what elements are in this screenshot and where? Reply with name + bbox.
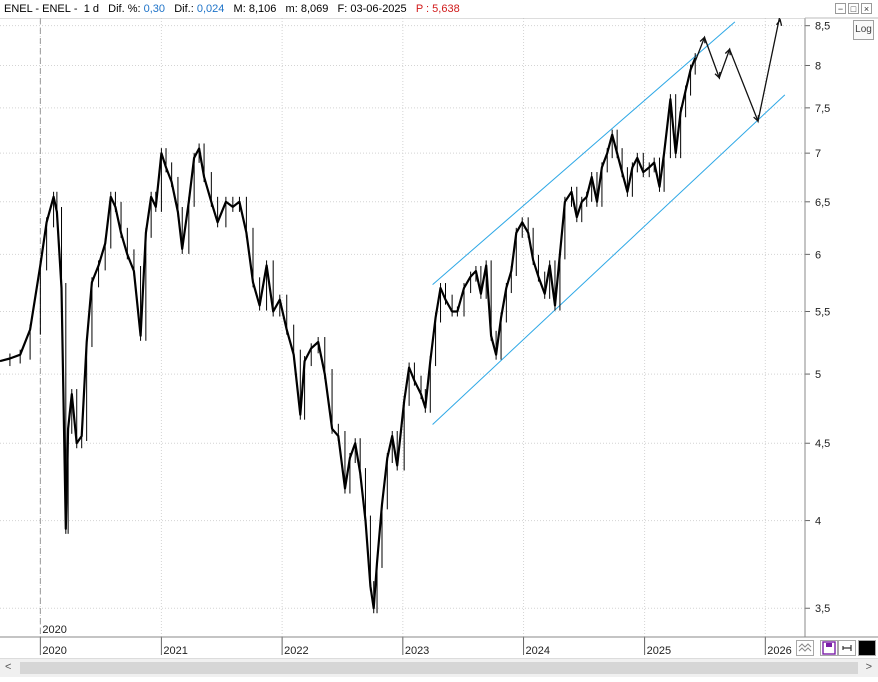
x-tick-label: 2025 (647, 645, 671, 657)
restore-icon[interactable]: □ (848, 3, 859, 14)
y-tick-label: 5 (815, 369, 821, 381)
y-tick-label: 6,5 (815, 197, 830, 209)
color-swatch-icon[interactable] (858, 640, 876, 656)
y-tick-label: 4,5 (815, 438, 830, 450)
scroll-left-icon[interactable]: < (5, 661, 12, 673)
dif-value: 0,024 (196, 3, 225, 15)
x-tick-label: 2021 (163, 645, 187, 657)
period-label: 2020 (42, 624, 66, 636)
y-tick-label: 6 (815, 249, 821, 261)
interval-label: 1 d (83, 3, 99, 15)
y-tick-label: 4 (815, 516, 821, 528)
projection-path (694, 14, 781, 124)
horizontal-scrollbar[interactable]: < > (0, 658, 878, 677)
close-icon[interactable]: × (861, 3, 872, 14)
scroll-right-icon[interactable]: > (865, 661, 872, 673)
projection-arrowhead (699, 35, 706, 44)
channel-lower (432, 94, 786, 425)
y-tick-label: 8 (815, 60, 821, 72)
x-tick-label: 2020 (42, 645, 66, 657)
projection-arrowhead (714, 71, 721, 80)
window-buttons: − □ × (835, 3, 872, 14)
projection-arrowhead (775, 18, 783, 26)
x-tick-label: 2022 (284, 645, 308, 657)
price-value: 5,638 (432, 3, 460, 15)
pin-icon[interactable] (838, 640, 856, 656)
date-label: F: (337, 3, 348, 15)
date-value: 03-06-2025 (350, 3, 407, 15)
wave-tool-icon[interactable] (796, 640, 814, 656)
y-tick-label: 7 (815, 148, 821, 160)
scrollbar-thumb[interactable] (20, 662, 858, 674)
y-tick-label: 7,5 (815, 103, 830, 115)
projection-arrowhead (753, 115, 760, 123)
dif-label: Dif.: (174, 3, 194, 15)
x-tick-label: 2026 (767, 645, 791, 657)
log-scale-button[interactable]: Log (853, 20, 874, 40)
minimize-icon[interactable]: − (835, 3, 846, 14)
x-tick-label: 2024 (526, 645, 550, 657)
channel-upper (432, 21, 736, 285)
price-label: P : (415, 3, 430, 15)
symbol-label: ENEL - ENEL (4, 3, 71, 15)
y-tick-label: 5,5 (815, 306, 830, 318)
min-value: 8,069 (300, 3, 329, 15)
max-value: 8,106 (248, 3, 277, 15)
x-tick-label: 2023 (405, 645, 429, 657)
save-icon[interactable] (820, 640, 838, 656)
dif-pct-value: 0,30 (143, 3, 166, 15)
chart-header: ENEL - ENEL - 1 d Dif. %: 0,30 Dif.: 0,0… (0, 0, 805, 18)
dif-pct-label: Dif. %: (108, 3, 141, 15)
price-line (0, 57, 697, 610)
max-label: M: (233, 3, 246, 15)
y-tick-label: 3,5 (815, 603, 830, 615)
projection-arrowhead (724, 47, 731, 56)
min-label: m: (285, 3, 298, 15)
y-tick-label: 8,5 (815, 21, 830, 33)
